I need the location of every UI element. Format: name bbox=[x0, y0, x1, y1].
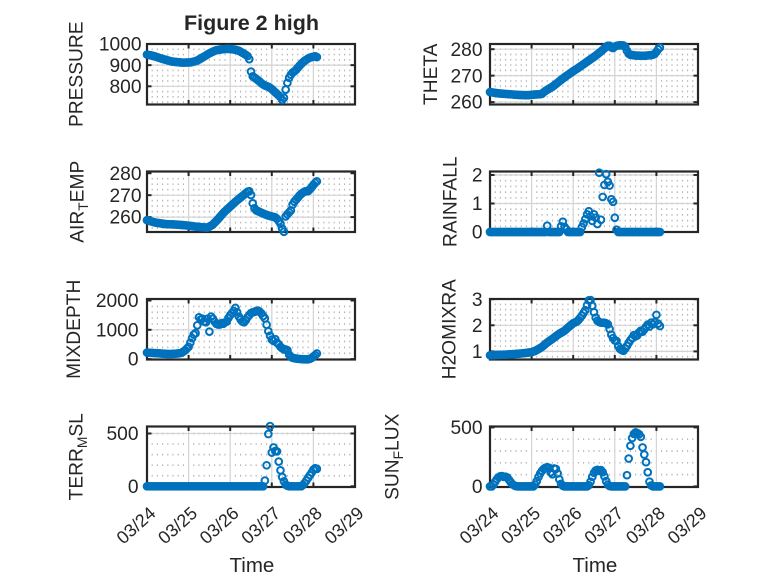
svg-text:Figure 2 high: Figure 2 high bbox=[184, 11, 319, 35]
svg-text:2: 2 bbox=[472, 166, 483, 187]
svg-text:1000: 1000 bbox=[96, 320, 139, 341]
svg-text:2: 2 bbox=[472, 316, 483, 337]
svg-text:RAINFALL: RAINFALL bbox=[441, 156, 462, 247]
svg-text:TERRM​SL: TERRM​SL bbox=[67, 413, 91, 501]
svg-text:0: 0 bbox=[472, 477, 483, 498]
svg-text:900: 900 bbox=[109, 56, 141, 77]
svg-text:MIXDEPTH: MIXDEPTH bbox=[64, 280, 85, 379]
svg-text:1000: 1000 bbox=[99, 35, 142, 56]
svg-text:0: 0 bbox=[472, 223, 483, 244]
svg-text:500: 500 bbox=[106, 424, 138, 445]
svg-text:THETA: THETA bbox=[421, 43, 442, 105]
svg-text:270: 270 bbox=[450, 66, 482, 87]
svg-text:PRESSURE: PRESSURE bbox=[67, 21, 88, 127]
svg-text:0: 0 bbox=[128, 477, 139, 498]
svg-text:3: 3 bbox=[472, 290, 483, 311]
svg-text:280: 280 bbox=[109, 164, 141, 185]
svg-text:H2OMIXRA: H2OMIXRA bbox=[440, 279, 461, 379]
svg-text:260: 260 bbox=[450, 93, 482, 114]
svg-text:AIRT​EMP: AIRT​EMP bbox=[68, 161, 92, 243]
svg-text:500: 500 bbox=[450, 418, 482, 439]
svg-text:280: 280 bbox=[450, 40, 482, 61]
svg-text:800: 800 bbox=[109, 77, 141, 98]
svg-text:1: 1 bbox=[472, 342, 483, 363]
svg-text:2000: 2000 bbox=[96, 291, 139, 312]
svg-text:270: 270 bbox=[109, 186, 141, 207]
svg-text:0: 0 bbox=[128, 350, 139, 371]
svg-text:Time: Time bbox=[230, 554, 275, 577]
svg-text:260: 260 bbox=[109, 208, 141, 229]
svg-text:1: 1 bbox=[472, 194, 483, 215]
svg-text:Time: Time bbox=[573, 554, 618, 577]
svg-text:SUNF​LUX: SUNF​LUX bbox=[383, 413, 407, 499]
